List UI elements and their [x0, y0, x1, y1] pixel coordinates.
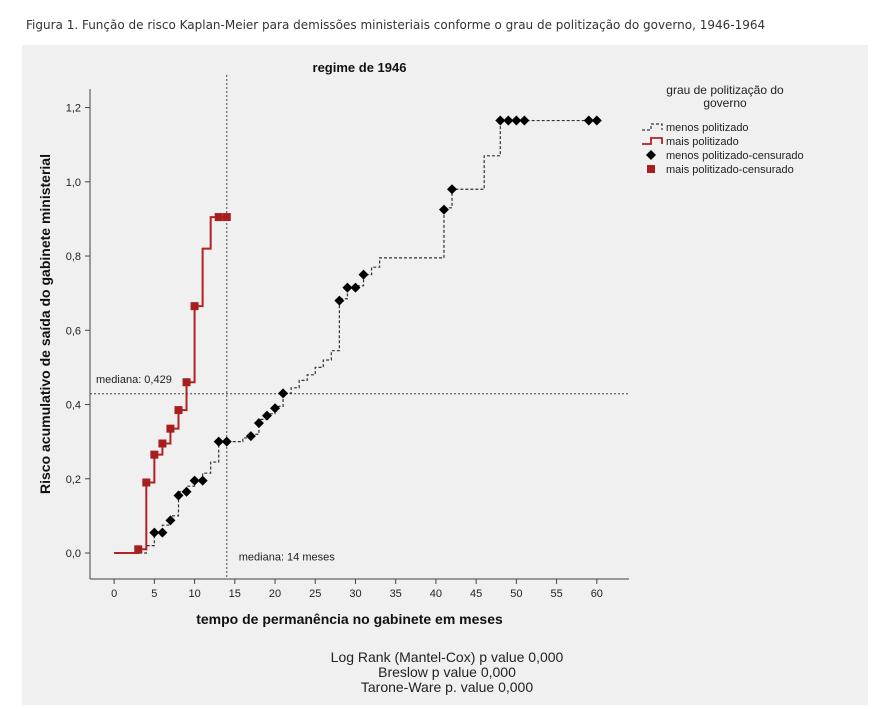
legend-swatch-2 [646, 150, 656, 160]
x-tick-label: 0 [111, 588, 117, 600]
marker-menos-politizado-censurado [591, 115, 602, 126]
marker-mais-politizado-censurado [158, 439, 167, 448]
kaplan-meier-chart: regime de 1946 0 5 10 15 20 25 30 35 40 45 50 55 60 0,… [37, 60, 804, 627]
marker-menos-politizado-censurado [511, 115, 522, 126]
marker-mais-politizado-censurado [166, 424, 175, 433]
marker-mais-politizado-censurado [174, 406, 183, 415]
marker-mais-politizado-censurado [214, 213, 223, 222]
marker-menos-politizado-censurado [503, 115, 514, 126]
legend-swatch-3 [647, 165, 655, 173]
median-y-label: mediana: 0,429 [96, 374, 172, 386]
marker-menos-politizado-censurado [189, 475, 200, 486]
x-tick-label: 25 [309, 588, 321, 600]
marker-menos-politizado-censurado [165, 515, 176, 526]
x-tick-label: 35 [390, 588, 402, 600]
marker-menos-politizado-censurado [583, 115, 594, 126]
legend-label-1: mais politizado [666, 136, 739, 148]
x-tick-label: 40 [430, 588, 442, 600]
y-axis-label: Risco acumulativo de saída do gabinete m… [37, 154, 53, 494]
median-x-label: mediana: 14 meses [239, 551, 335, 563]
marker-menos-politizado-censurado [278, 388, 289, 399]
y-tick-label: 0,2 [66, 474, 81, 486]
y-tick-label: 0,4 [66, 400, 81, 412]
x-tick-label: 10 [188, 588, 200, 600]
y-tick-label: 0,0 [66, 548, 81, 560]
series-line-0 [114, 119, 597, 554]
marker-mais-politizado-censurado [190, 302, 199, 311]
marker-menos-politizado-censurado [342, 282, 353, 293]
chart-title: regime de 1946 [313, 60, 407, 75]
marker-menos-politizado-censurado [213, 436, 224, 447]
marker-menos-politizado-censurado [438, 204, 449, 215]
y-tick-label: 1,2 [66, 103, 81, 115]
marker-menos-politizado-censurado [358, 269, 369, 280]
legend-swatch-1 [642, 137, 663, 145]
marker-menos-politizado-censurado [245, 431, 256, 442]
marker-mais-politizado-censurado [150, 450, 159, 459]
x-tick-label: 55 [550, 588, 562, 600]
y-tick-label: 0,8 [66, 251, 81, 263]
legend-title-line2: governo [703, 96, 747, 110]
x-axis-label: tempo de permanência no gabinete em mese… [196, 611, 503, 627]
legend-swatch-0 [642, 123, 663, 131]
y-tick-label: 0,6 [66, 325, 81, 337]
x-tick-label: 20 [269, 588, 281, 600]
marker-menos-politizado-censurado [447, 184, 458, 195]
y-tick-label: 1,0 [66, 177, 81, 189]
x-tick-label: 15 [229, 588, 241, 600]
x-tick-label: 30 [349, 588, 361, 600]
marker-menos-politizado-censurado [197, 475, 208, 486]
marker-menos-politizado-censurado [173, 490, 184, 501]
x-tick-label: 45 [470, 588, 482, 600]
marker-mais-politizado-censurado [142, 478, 151, 487]
marker-mais-politizado-censurado [182, 378, 191, 387]
stat-tarone-ware: Tarone-Ware p. value 0,000 [360, 679, 534, 695]
marker-menos-politizado-censurado [495, 115, 506, 126]
stat-breslow: Breslow p value 0,000 [378, 664, 516, 680]
marker-menos-politizado-censurado [253, 418, 264, 429]
stat-log-rank: Log Rank (Mantel-Cox) p value 0,000 [330, 649, 564, 665]
legend-label-3: mais politizado-censurado [666, 164, 794, 176]
legend-label-2: menos politizado-censurado [666, 150, 804, 162]
plot-area [90, 89, 629, 579]
marker-mais-politizado-censurado [134, 545, 143, 554]
legend-title-line1: grau de politização do [666, 83, 784, 97]
x-tick-label: 50 [510, 588, 522, 600]
marker-menos-politizado-censurado [221, 436, 232, 447]
marker-menos-politizado-censurado [350, 282, 361, 293]
marker-mais-politizado-censurado [222, 213, 231, 222]
marker-menos-politizado-censurado [519, 115, 530, 126]
x-tick-label: 60 [591, 588, 603, 600]
x-tick-label: 5 [151, 588, 157, 600]
marker-menos-politizado-censurado [181, 486, 192, 497]
series-line-1 [114, 216, 227, 555]
marker-menos-politizado-censurado [149, 527, 160, 538]
marker-menos-politizado-censurado [334, 295, 345, 306]
marker-menos-politizado-censurado [261, 410, 272, 421]
marker-menos-politizado-censurado [270, 403, 281, 414]
legend-label-0: menos politizado [666, 122, 749, 134]
figure-caption: Figura 1. Função de risco Kaplan-Meier p… [26, 18, 766, 32]
chart-panel: regime de 1946 0 5 10 15 20 25 30 35 40 45 50 55 60 0,… [22, 45, 868, 705]
marker-menos-politizado-censurado [157, 527, 168, 538]
